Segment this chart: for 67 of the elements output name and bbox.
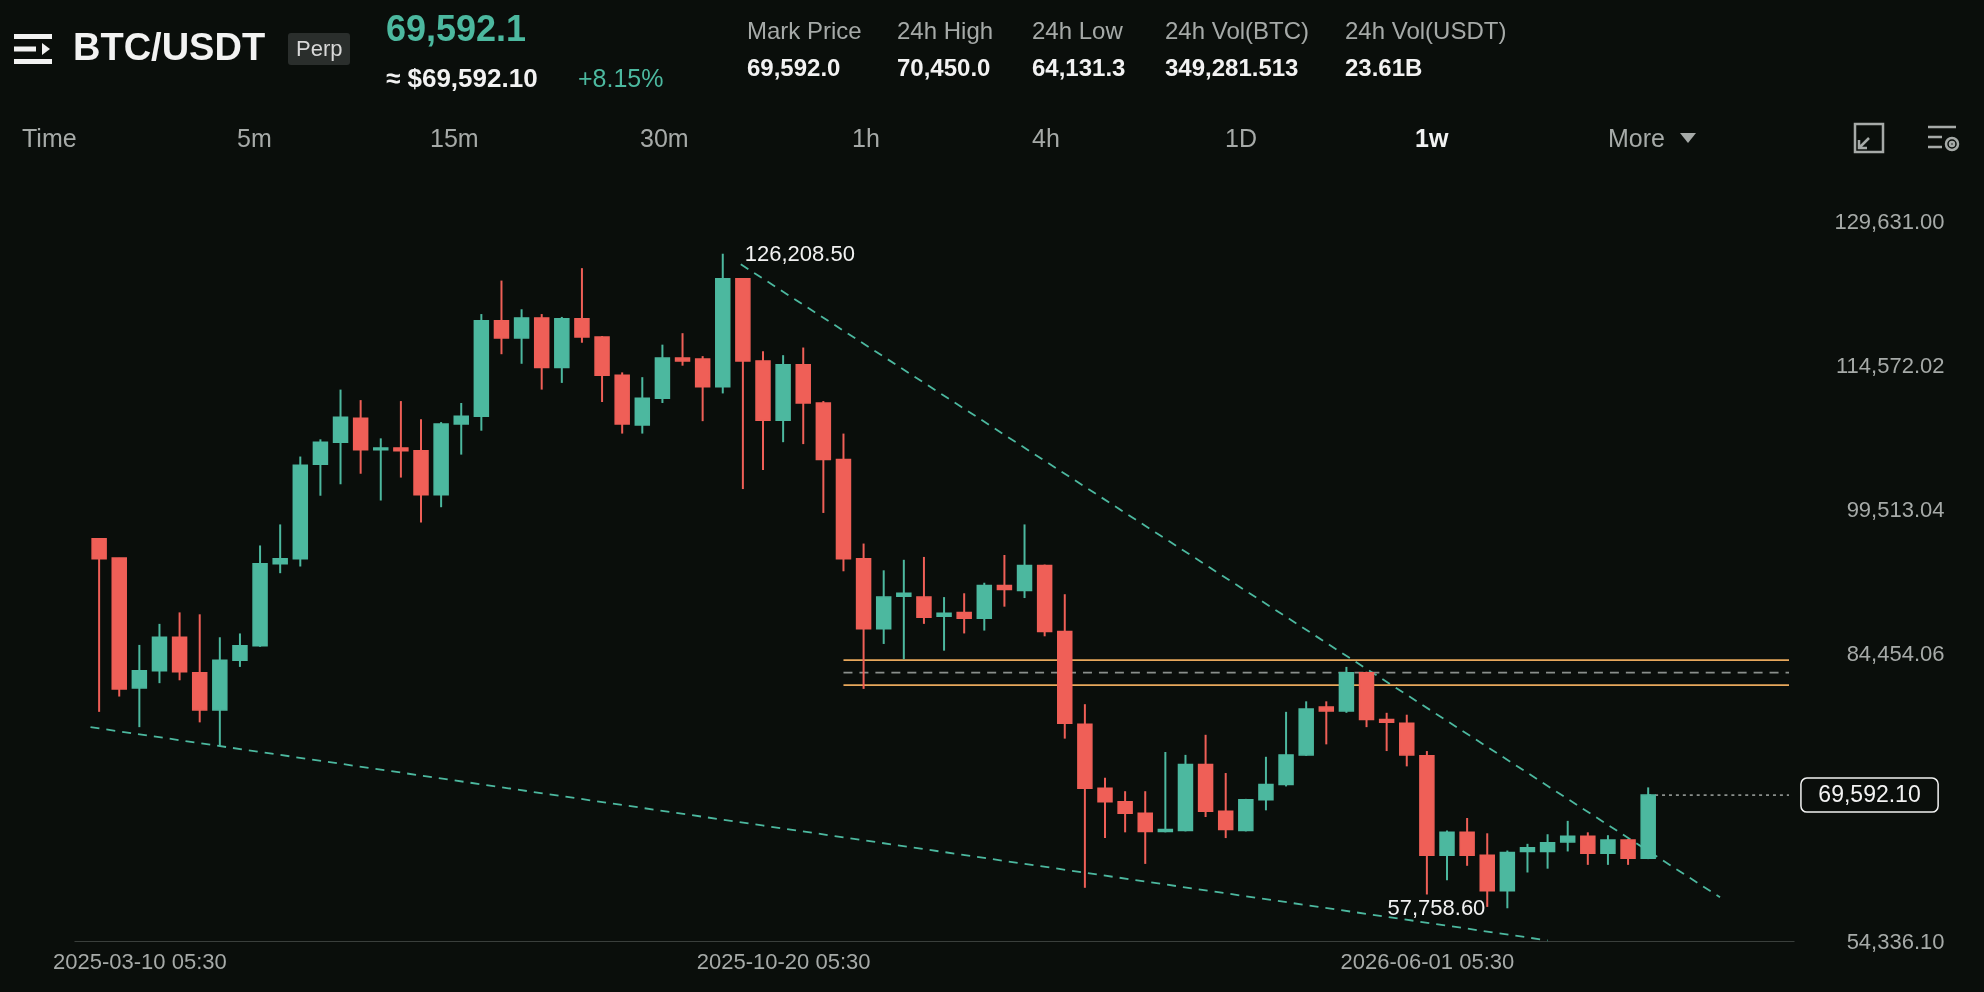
annotation: 57,758.60 [1387,895,1486,921]
text: Mark Price [747,17,862,45]
annotation: 69,592.10 [1818,781,1921,808]
text: +8.15% [578,64,664,93]
candlestick [1217,772,1234,840]
candlestick [956,592,972,635]
candlestick [1459,816,1475,867]
candlestick [1318,700,1335,746]
candlestick [232,632,248,668]
text: 23.61B [1345,54,1423,82]
text: 349,281.513 [1165,54,1299,82]
candlestick [312,438,329,497]
y-tick-label: 99,513.04 [1846,496,1945,522]
text: 1h [852,124,880,153]
candlestick [674,332,691,367]
candlestick [393,400,409,479]
annotation: 126,208.50 [744,240,855,266]
candlestick [1117,790,1133,834]
text: ≈ $69,592.10 [386,63,538,94]
candlestick [91,537,107,713]
candlestick [131,643,148,729]
candlestick [272,523,288,575]
candlestick [916,555,932,625]
text: 5m [237,124,272,153]
candlestick [936,596,952,652]
text: 4h [1032,124,1060,153]
y-tick-label: 84,454.06 [1846,640,1945,666]
candlestick [1559,819,1576,853]
candlestick [513,308,530,365]
candlestick [1378,711,1395,753]
text: Perp [288,33,351,65]
candlestick [574,267,590,344]
candlestick [453,401,469,456]
y-tick-label: 114,572.02 [1836,352,1945,378]
candlestick [1137,790,1153,865]
candlestick [896,558,912,661]
text: 64,131.3 [1032,54,1126,82]
candlestick [1539,833,1556,870]
chart-title: BTC/USDT [73,26,266,69]
candlestick [373,437,389,502]
candlestick [1580,831,1596,866]
candlestick [1258,755,1274,812]
y-tick-label: 54,336.10 [1846,928,1945,954]
text: 24h Vol(BTC) [1165,17,1310,45]
text: 24h Low [1032,17,1123,45]
candlestick [996,554,1013,608]
text: 30m [640,124,689,153]
text: Time [22,124,77,153]
candlestick [1620,838,1636,866]
text: 24h High [897,17,994,45]
candlestick [1439,829,1455,882]
x-tick-label: 2026-06-01 05:30 [1340,948,1515,974]
text: More [1608,124,1665,153]
text: 69,592.0 [747,54,841,82]
candlestick [1519,842,1536,874]
text: 24h Vol(USDT) [1345,17,1507,45]
text: 1w [1415,124,1449,153]
candlestick [493,279,510,356]
candlestick [1097,776,1113,840]
y-tick-label: 129,631.00 [1834,208,1945,234]
text: 69,592.1 [386,8,527,50]
x-tick-label: 2025-10-20 05:30 [696,948,871,974]
text: 70,450.0 [897,54,991,82]
x-tick-label: 2025-03-10 05:30 [53,948,227,974]
candlestick [1600,834,1616,866]
text: 1D [1225,124,1257,153]
text: 15m [430,124,479,153]
